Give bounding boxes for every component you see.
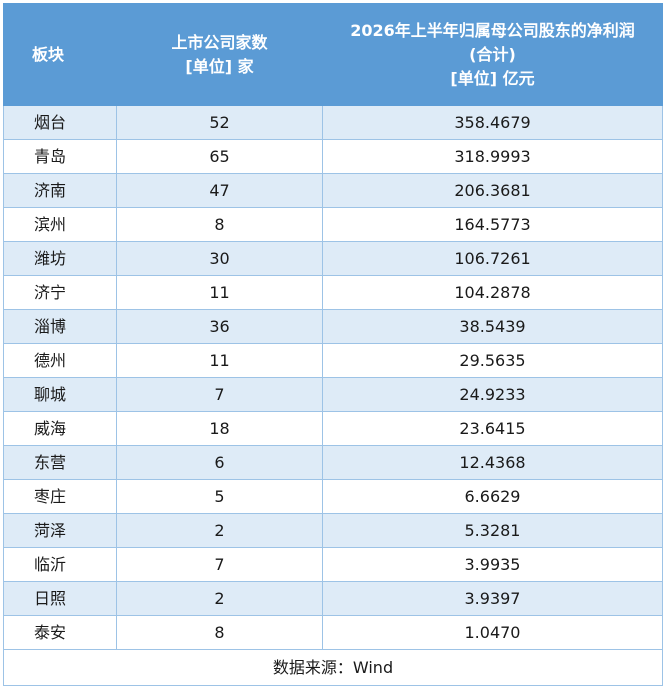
region-cell: 临沂 bbox=[3, 547, 117, 582]
table-row: 济宁 11 104.2878 bbox=[3, 275, 663, 310]
company-count-cell: 8 bbox=[116, 615, 323, 650]
source-note: 数据来源：Wind bbox=[3, 649, 663, 686]
profit-table: 板块 上市公司家数 [单位] 家 2026年上半年归属母公司股东的净利润 (合计… bbox=[3, 3, 663, 686]
net-profit-cell: 106.7261 bbox=[322, 241, 663, 276]
net-profit-cell: 5.3281 bbox=[322, 513, 663, 548]
net-profit-cell: 3.9397 bbox=[322, 581, 663, 616]
company-count-cell: 36 bbox=[116, 309, 323, 344]
header-net-profit-title: 2026年上半年归属母公司股东的净利润 bbox=[350, 20, 635, 40]
table-row: 威海 18 23.6415 bbox=[3, 411, 663, 446]
header-net-profit: 2026年上半年归属母公司股东的净利润 (合计) [单位] 亿元 bbox=[322, 3, 663, 106]
table-row: 东营 6 12.4368 bbox=[3, 445, 663, 480]
region-cell: 德州 bbox=[3, 343, 117, 378]
company-count-cell: 11 bbox=[116, 343, 323, 378]
net-profit-cell: 358.4679 bbox=[322, 105, 663, 140]
region-cell: 威海 bbox=[3, 411, 117, 446]
header-net-profit-sub: (合计) bbox=[469, 44, 516, 64]
table-row: 日照 2 3.9397 bbox=[3, 581, 663, 616]
region-cell: 滨州 bbox=[3, 207, 117, 242]
region-cell: 菏泽 bbox=[3, 513, 117, 548]
region-cell: 烟台 bbox=[3, 105, 117, 140]
net-profit-cell: 38.5439 bbox=[322, 309, 663, 344]
table-header: 板块 上市公司家数 [单位] 家 2026年上半年归属母公司股东的净利润 (合计… bbox=[3, 3, 663, 106]
net-profit-cell: 12.4368 bbox=[322, 445, 663, 480]
company-count-cell: 7 bbox=[116, 377, 323, 412]
table-row: 聊城 7 24.9233 bbox=[3, 377, 663, 412]
net-profit-cell: 1.0470 bbox=[322, 615, 663, 650]
net-profit-cell: 24.9233 bbox=[322, 377, 663, 412]
region-cell: 青岛 bbox=[3, 139, 117, 174]
region-cell: 枣庄 bbox=[3, 479, 117, 514]
company-count-cell: 7 bbox=[116, 547, 323, 582]
table-row: 滨州 8 164.5773 bbox=[3, 207, 663, 242]
header-company-count-unit: [单位] 家 bbox=[185, 56, 254, 76]
region-cell: 淄博 bbox=[3, 309, 117, 344]
company-count-cell: 18 bbox=[116, 411, 323, 446]
table-row: 枣庄 5 6.6629 bbox=[3, 479, 663, 514]
net-profit-cell: 318.9993 bbox=[322, 139, 663, 174]
company-count-cell: 47 bbox=[116, 173, 323, 208]
company-count-cell: 6 bbox=[116, 445, 323, 480]
header-company-count: 上市公司家数 [单位] 家 bbox=[116, 3, 323, 106]
header-net-profit-unit: [单位] 亿元 bbox=[450, 68, 535, 88]
net-profit-cell: 164.5773 bbox=[322, 207, 663, 242]
table-row: 青岛 65 318.9993 bbox=[3, 139, 663, 174]
header-region: 板块 bbox=[3, 3, 117, 106]
company-count-cell: 65 bbox=[116, 139, 323, 174]
table-row: 济南 47 206.3681 bbox=[3, 173, 663, 208]
region-cell: 聊城 bbox=[3, 377, 117, 412]
table-row: 德州 11 29.5635 bbox=[3, 343, 663, 378]
region-cell: 济南 bbox=[3, 173, 117, 208]
net-profit-cell: 23.6415 bbox=[322, 411, 663, 446]
table-row: 淄博 36 38.5439 bbox=[3, 309, 663, 344]
table-row: 潍坊 30 106.7261 bbox=[3, 241, 663, 276]
company-count-cell: 11 bbox=[116, 275, 323, 310]
company-count-cell: 30 bbox=[116, 241, 323, 276]
table-row: 临沂 7 3.9935 bbox=[3, 547, 663, 582]
company-count-cell: 5 bbox=[116, 479, 323, 514]
table-row: 菏泽 2 5.3281 bbox=[3, 513, 663, 548]
region-cell: 泰安 bbox=[3, 615, 117, 650]
table-row: 泰安 8 1.0470 bbox=[3, 615, 663, 650]
net-profit-cell: 29.5635 bbox=[322, 343, 663, 378]
company-count-cell: 2 bbox=[116, 513, 323, 548]
table-row: 烟台 52 358.4679 bbox=[3, 105, 663, 140]
company-count-cell: 2 bbox=[116, 581, 323, 616]
region-cell: 日照 bbox=[3, 581, 117, 616]
company-count-cell: 52 bbox=[116, 105, 323, 140]
region-cell: 东营 bbox=[3, 445, 117, 480]
net-profit-cell: 6.6629 bbox=[322, 479, 663, 514]
header-company-count-title: 上市公司家数 bbox=[171, 32, 268, 52]
net-profit-cell: 206.3681 bbox=[322, 173, 663, 208]
net-profit-cell: 3.9935 bbox=[322, 547, 663, 582]
net-profit-cell: 104.2878 bbox=[322, 275, 663, 310]
region-cell: 潍坊 bbox=[3, 241, 117, 276]
company-count-cell: 8 bbox=[116, 207, 323, 242]
region-cell: 济宁 bbox=[3, 275, 117, 310]
table-body: 烟台 52 358.4679 青岛 65 318.9993 济南 47 206.3681 滨州 8 1… bbox=[3, 105, 663, 650]
